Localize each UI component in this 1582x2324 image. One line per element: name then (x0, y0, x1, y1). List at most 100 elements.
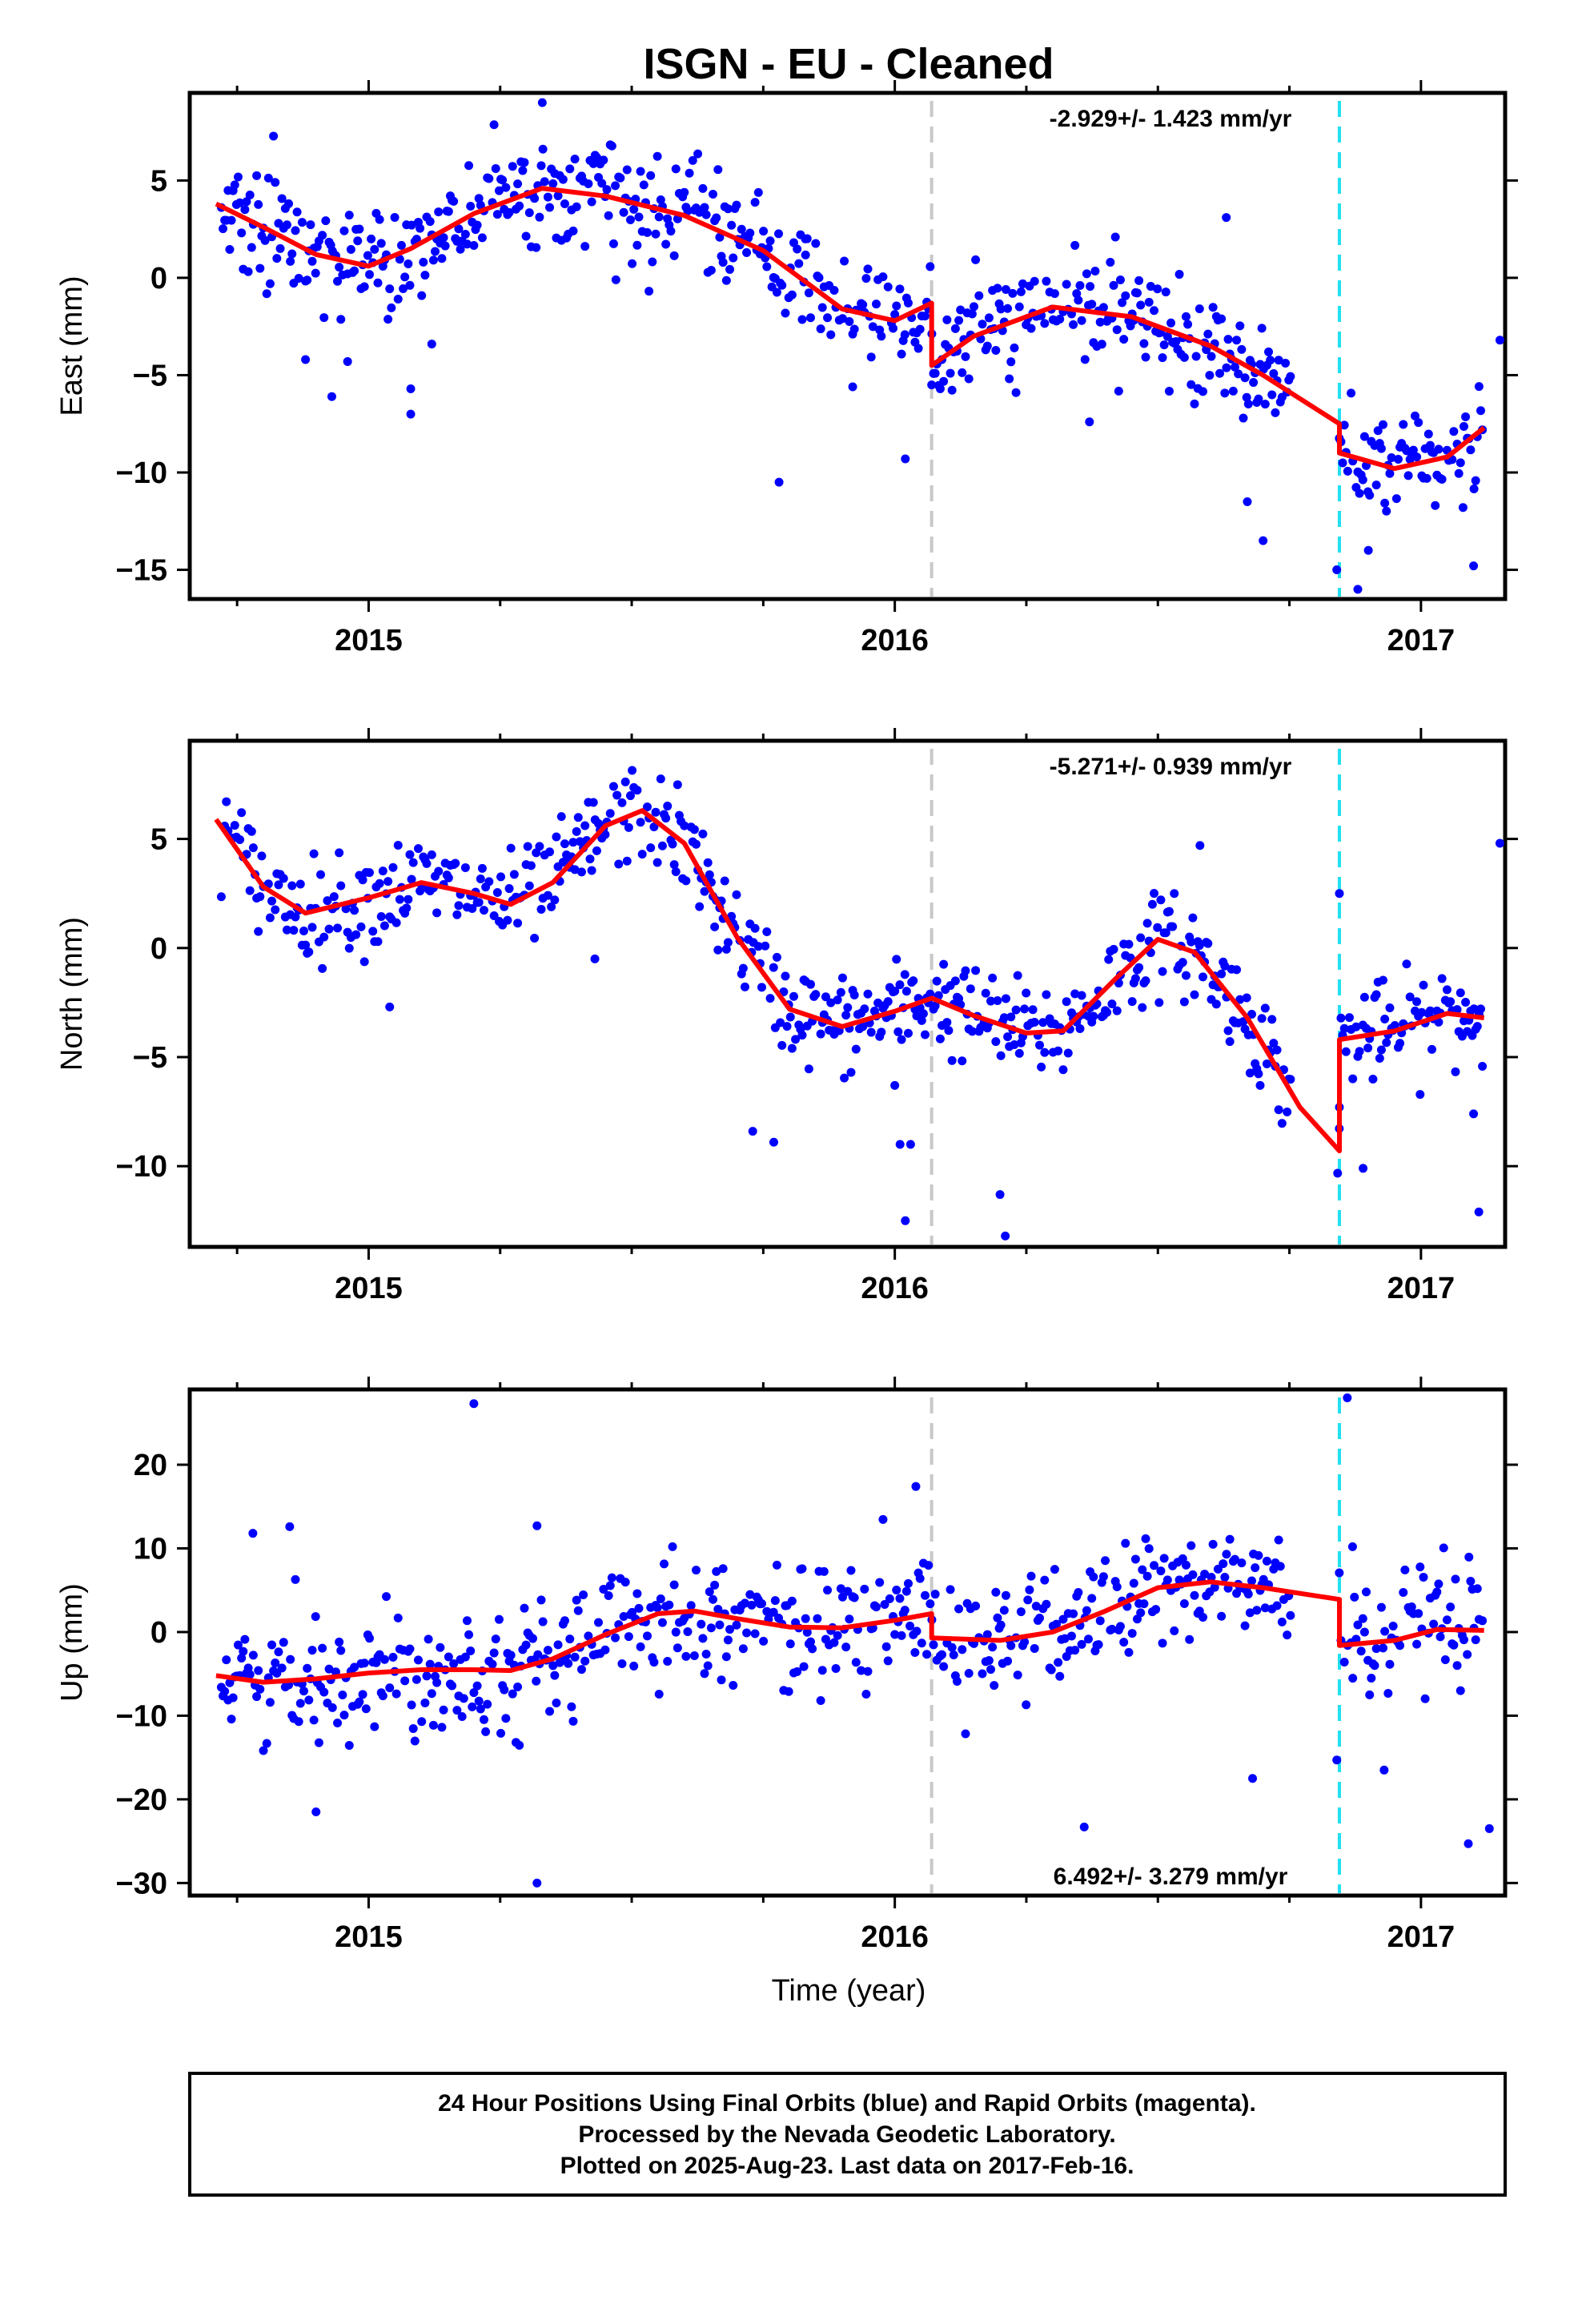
east-data-point (1237, 344, 1247, 354)
north-data-point (958, 1056, 967, 1066)
east-data-point (701, 210, 711, 219)
up-data-point (407, 1700, 416, 1710)
up-data-point (1185, 1634, 1195, 1644)
north-data-point (391, 918, 401, 927)
east-data-point (772, 287, 781, 297)
east-data-point (385, 284, 395, 294)
up-data-point (417, 1717, 427, 1727)
east-data-point (599, 155, 608, 165)
north-data-point (1134, 963, 1144, 972)
east-data-point (292, 207, 302, 217)
up-data-point (472, 1681, 482, 1691)
north-data-point (543, 891, 552, 900)
east-data-point (535, 212, 544, 222)
up-data-point (222, 1655, 231, 1665)
up-y-tick-label: −30 (116, 1867, 167, 1900)
up-data-point (1456, 1686, 1465, 1695)
east-data-point (978, 320, 987, 329)
up-data-point (286, 1655, 295, 1664)
north-data-point (1262, 1059, 1271, 1068)
north-data-point (991, 1037, 1001, 1047)
north-data-point (932, 976, 942, 986)
north-data-point (1478, 1061, 1488, 1071)
up-data-point (988, 1642, 998, 1652)
up-data-point (506, 1651, 516, 1660)
east-data-point (680, 187, 689, 197)
up-data-point (1046, 1665, 1056, 1675)
north-data-point (1286, 1075, 1295, 1084)
up-data-point (912, 1626, 921, 1636)
up-data-point (468, 1702, 477, 1711)
up-data-point (757, 1599, 767, 1609)
up-data-point (355, 1697, 364, 1707)
up-data-point (314, 1738, 323, 1747)
up-data-point (1449, 1640, 1459, 1650)
east-data-point (1355, 489, 1364, 498)
east-data-point (1112, 325, 1122, 335)
east-data-point (625, 215, 635, 225)
north-data-point (588, 798, 598, 807)
up-data-point (1127, 1629, 1137, 1638)
east-data-point (1090, 266, 1100, 275)
north-data-point (1351, 1022, 1361, 1031)
up-data-point (701, 1650, 711, 1659)
east-data-point (1042, 276, 1051, 286)
east-data-point (961, 352, 970, 361)
up-data-point (917, 1638, 926, 1648)
north-data-point (248, 843, 258, 853)
up-data-point (277, 1663, 287, 1673)
north-data-point (422, 858, 432, 868)
up-data-point (573, 1606, 583, 1615)
north-data-point (691, 839, 701, 849)
up-data-point (469, 1688, 479, 1698)
up-data-point (335, 1637, 344, 1647)
north-data-point (689, 825, 699, 834)
up-data-point (1031, 1602, 1041, 1611)
up-data-point (663, 1656, 673, 1666)
east-data-point (729, 253, 738, 263)
north-data-point (1014, 1048, 1024, 1058)
up-data-point (462, 1616, 472, 1626)
east-data-point (958, 368, 967, 377)
up-data-point (432, 1678, 442, 1687)
north-data-point (753, 942, 763, 951)
up-data-point (494, 1614, 504, 1624)
up-data-point (233, 1640, 243, 1650)
east-data-point (376, 239, 386, 248)
north-data-point (600, 830, 610, 839)
north-data-point (671, 866, 681, 876)
north-data-point (772, 952, 781, 962)
up-data-point (1365, 1690, 1375, 1699)
east-data-point (805, 313, 815, 323)
up-data-point (881, 1642, 891, 1651)
up-data-point (717, 1675, 726, 1685)
north-data-point (1170, 889, 1179, 899)
east-data-point (814, 273, 824, 283)
x-axis-label: Time (year) (772, 1974, 926, 2008)
north-data-point (892, 955, 901, 964)
east-data-point (336, 315, 346, 324)
up-data-point (1419, 1572, 1428, 1582)
north-data-point (460, 862, 470, 872)
up-data-point (797, 1564, 807, 1574)
north-data-point (1220, 961, 1230, 971)
north-data-point (318, 963, 327, 973)
north-data-point (271, 905, 280, 915)
east-outlier-point (901, 454, 910, 464)
up-data-point (1432, 1587, 1442, 1597)
up-outlier-point (532, 1521, 542, 1530)
north-data-point (1437, 974, 1447, 983)
up-data-point (311, 1612, 320, 1622)
north-data-point (1333, 1168, 1343, 1178)
up-data-point (745, 1590, 755, 1599)
north-data-point (556, 812, 566, 822)
north-data-point (1274, 1105, 1283, 1115)
up-data-point (1459, 1635, 1468, 1645)
east-data-point (1422, 473, 1431, 483)
north-data-point (620, 777, 630, 786)
east-data-point (774, 229, 784, 239)
up-data-point (1138, 1565, 1147, 1574)
north-data-point (622, 856, 632, 866)
up-data-point (568, 1716, 578, 1726)
north-data-point (523, 842, 532, 851)
